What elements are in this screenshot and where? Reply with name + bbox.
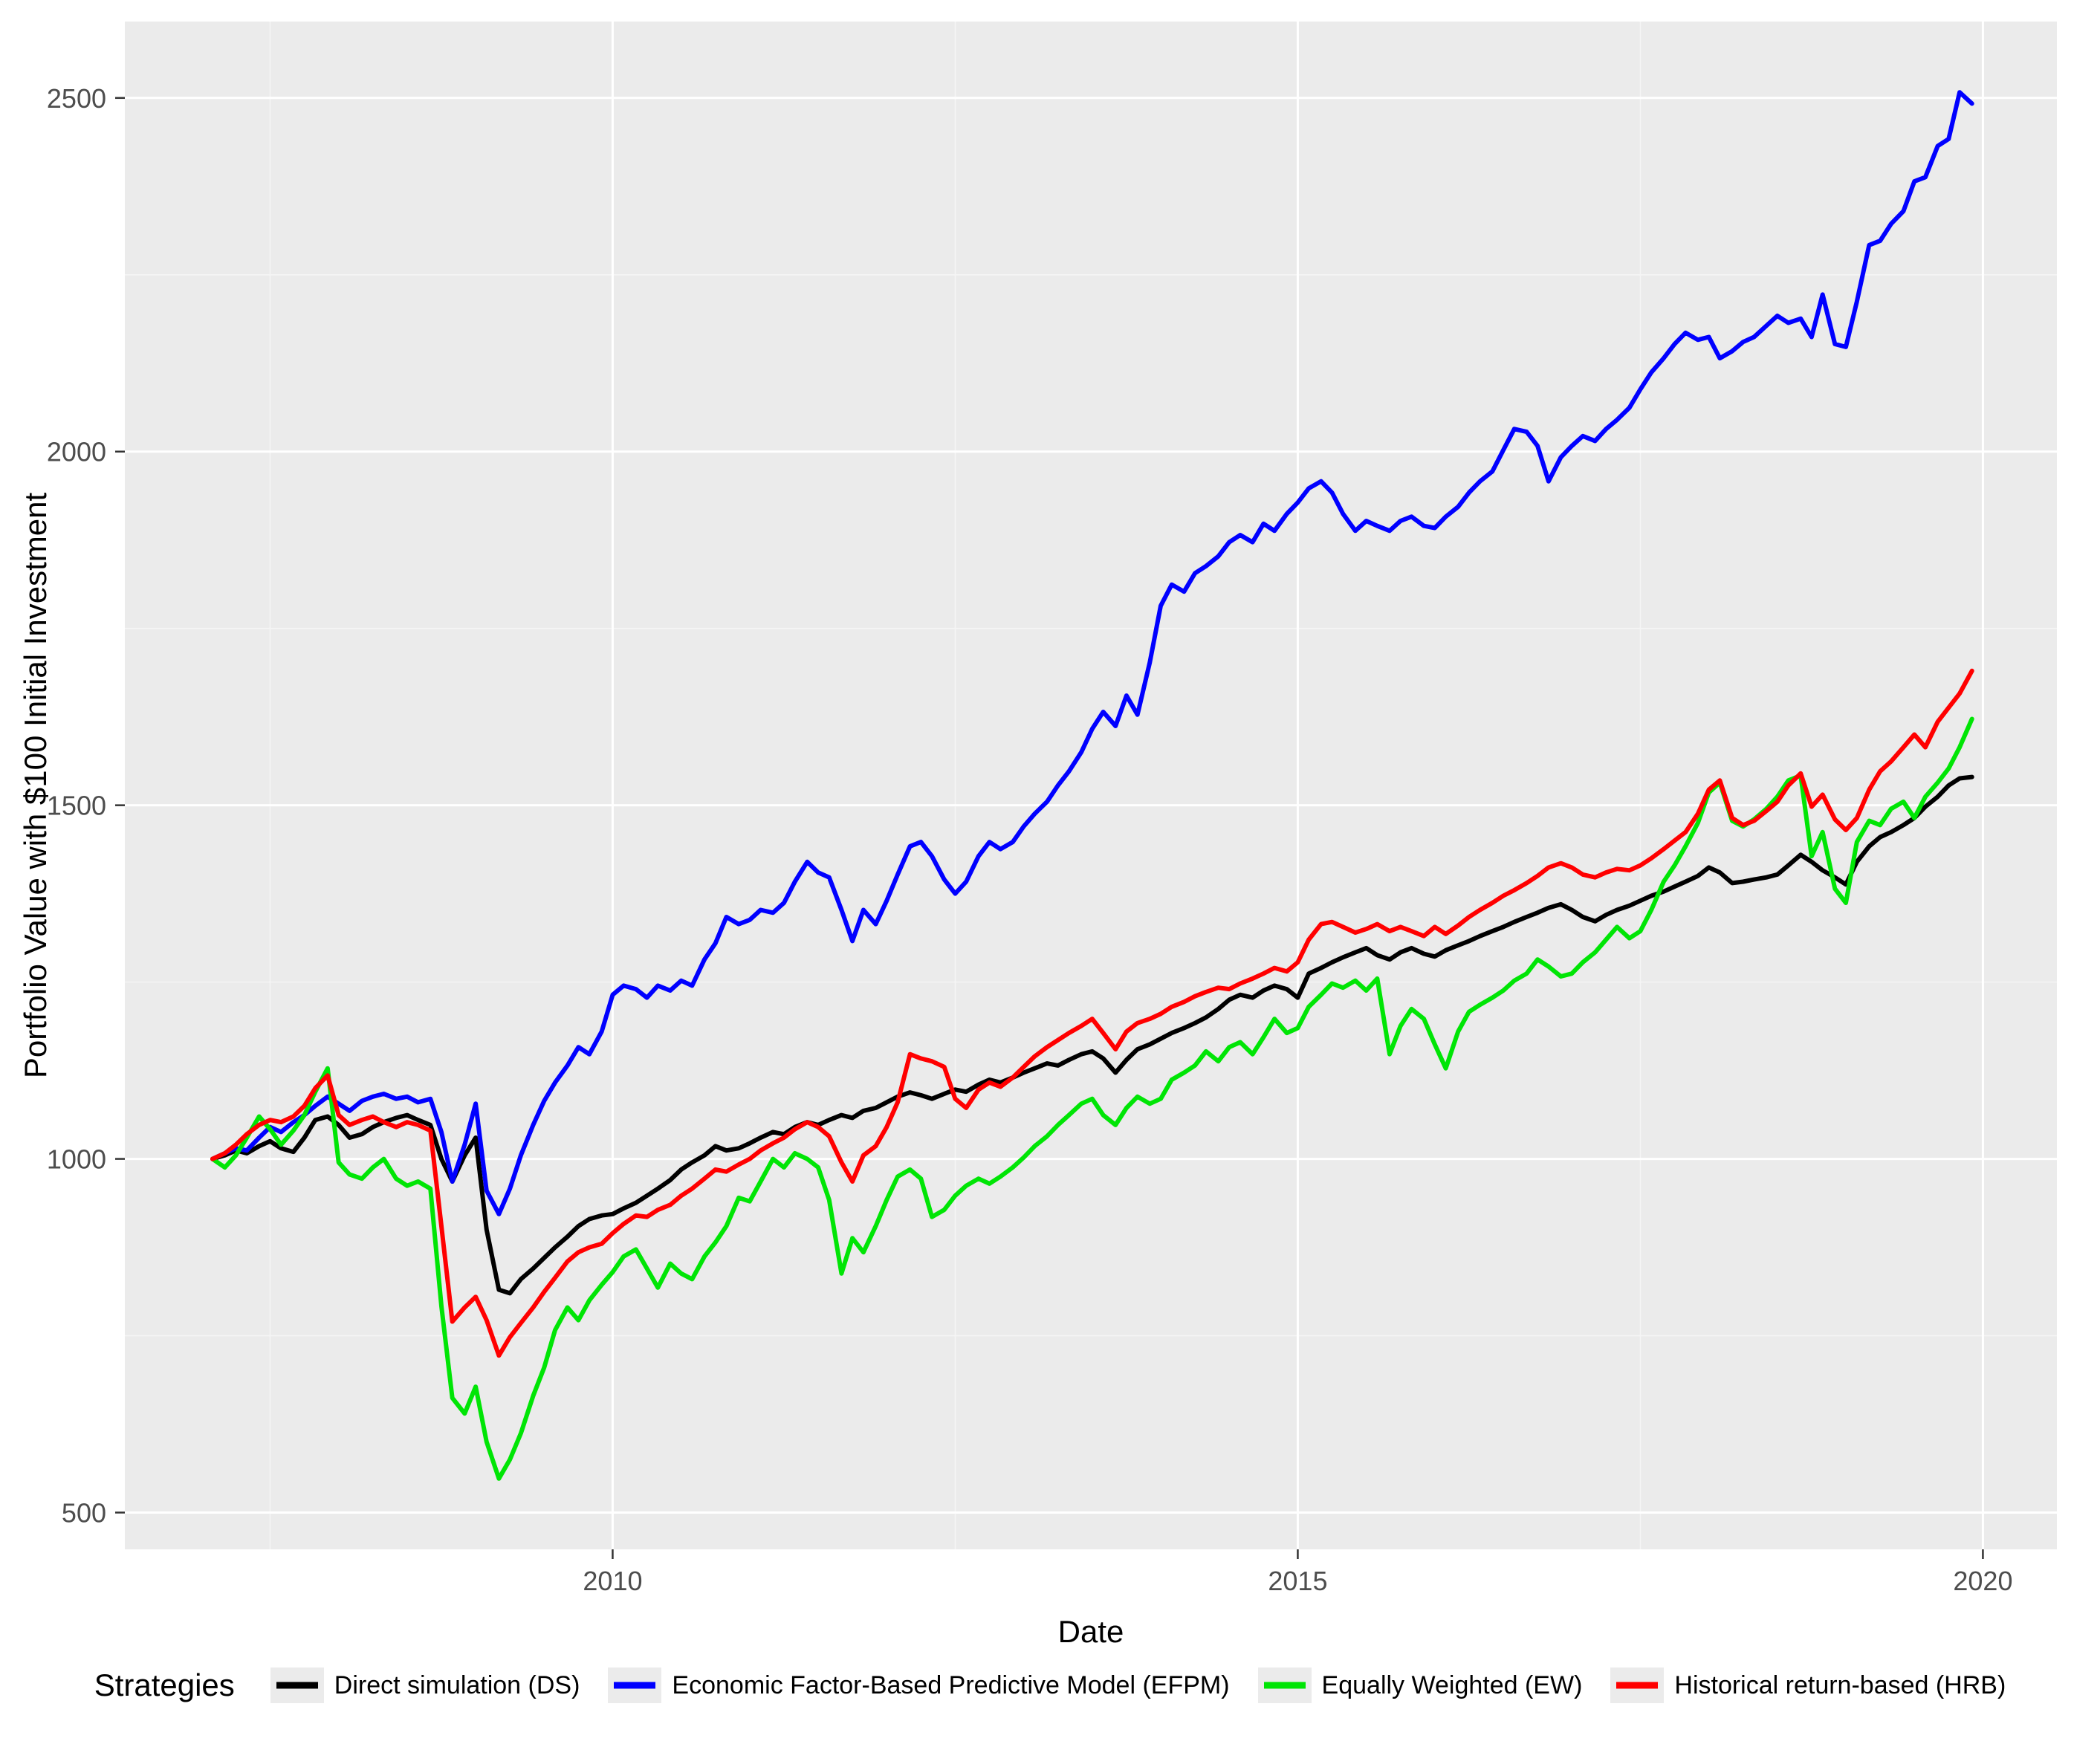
legend-item-label: Equally Weighted (EW) xyxy=(1321,1670,1583,1699)
x-tick-label: 2010 xyxy=(583,1566,642,1596)
legend-item-label: Direct simulation (DS) xyxy=(334,1670,580,1699)
legend-key-swatch xyxy=(1257,1667,1312,1703)
x-tick-label: 2015 xyxy=(1268,1566,1327,1596)
legend-item: Historical return-based (HRB) xyxy=(1610,1667,2006,1703)
series-line-direct-simulation-ds xyxy=(210,774,1974,1296)
legend-line-icon xyxy=(276,1682,318,1689)
legend-item: Economic Factor-Based Predictive Model (… xyxy=(608,1667,1230,1703)
y-tick-label: 1000 xyxy=(47,1144,106,1175)
series-line-equally-weighted-ew xyxy=(210,716,1974,1481)
legend-item: Direct simulation (DS) xyxy=(270,1667,580,1703)
x-axis-title: Date xyxy=(1058,1614,1124,1649)
legend-line-icon xyxy=(614,1682,656,1689)
legend-item-label: Historical return-based (HRB) xyxy=(1674,1670,2006,1699)
y-tick-label: 1500 xyxy=(47,791,106,821)
y-tick-label: 2500 xyxy=(47,83,106,114)
y-tick-label: 500 xyxy=(62,1498,106,1529)
legend: Strategies Direct simulation (DS) Economi… xyxy=(0,1667,2100,1703)
legend-line-icon xyxy=(1616,1682,1659,1689)
legend-item-label: Economic Factor-Based Predictive Model (… xyxy=(672,1670,1230,1699)
y-tick-label: 2000 xyxy=(47,437,106,467)
x-tick-label: 2020 xyxy=(1953,1566,2012,1596)
legend-title: Strategies xyxy=(94,1667,235,1702)
series-line-historical-return-based-hrb xyxy=(210,668,1974,1358)
plot-panel xyxy=(125,22,2057,1549)
legend-key-swatch xyxy=(608,1667,662,1703)
legend-item: Equally Weighted (EW) xyxy=(1257,1667,1583,1703)
legend-key-swatch xyxy=(1610,1667,1665,1703)
y-axis-title: Portfolio Value with $100 Initial Invest… xyxy=(18,493,53,1079)
series-line-economic-factor-based-predictive-model-efpm xyxy=(210,90,1974,1216)
legend-line-icon xyxy=(1263,1682,1306,1689)
legend-key-swatch xyxy=(270,1667,324,1703)
